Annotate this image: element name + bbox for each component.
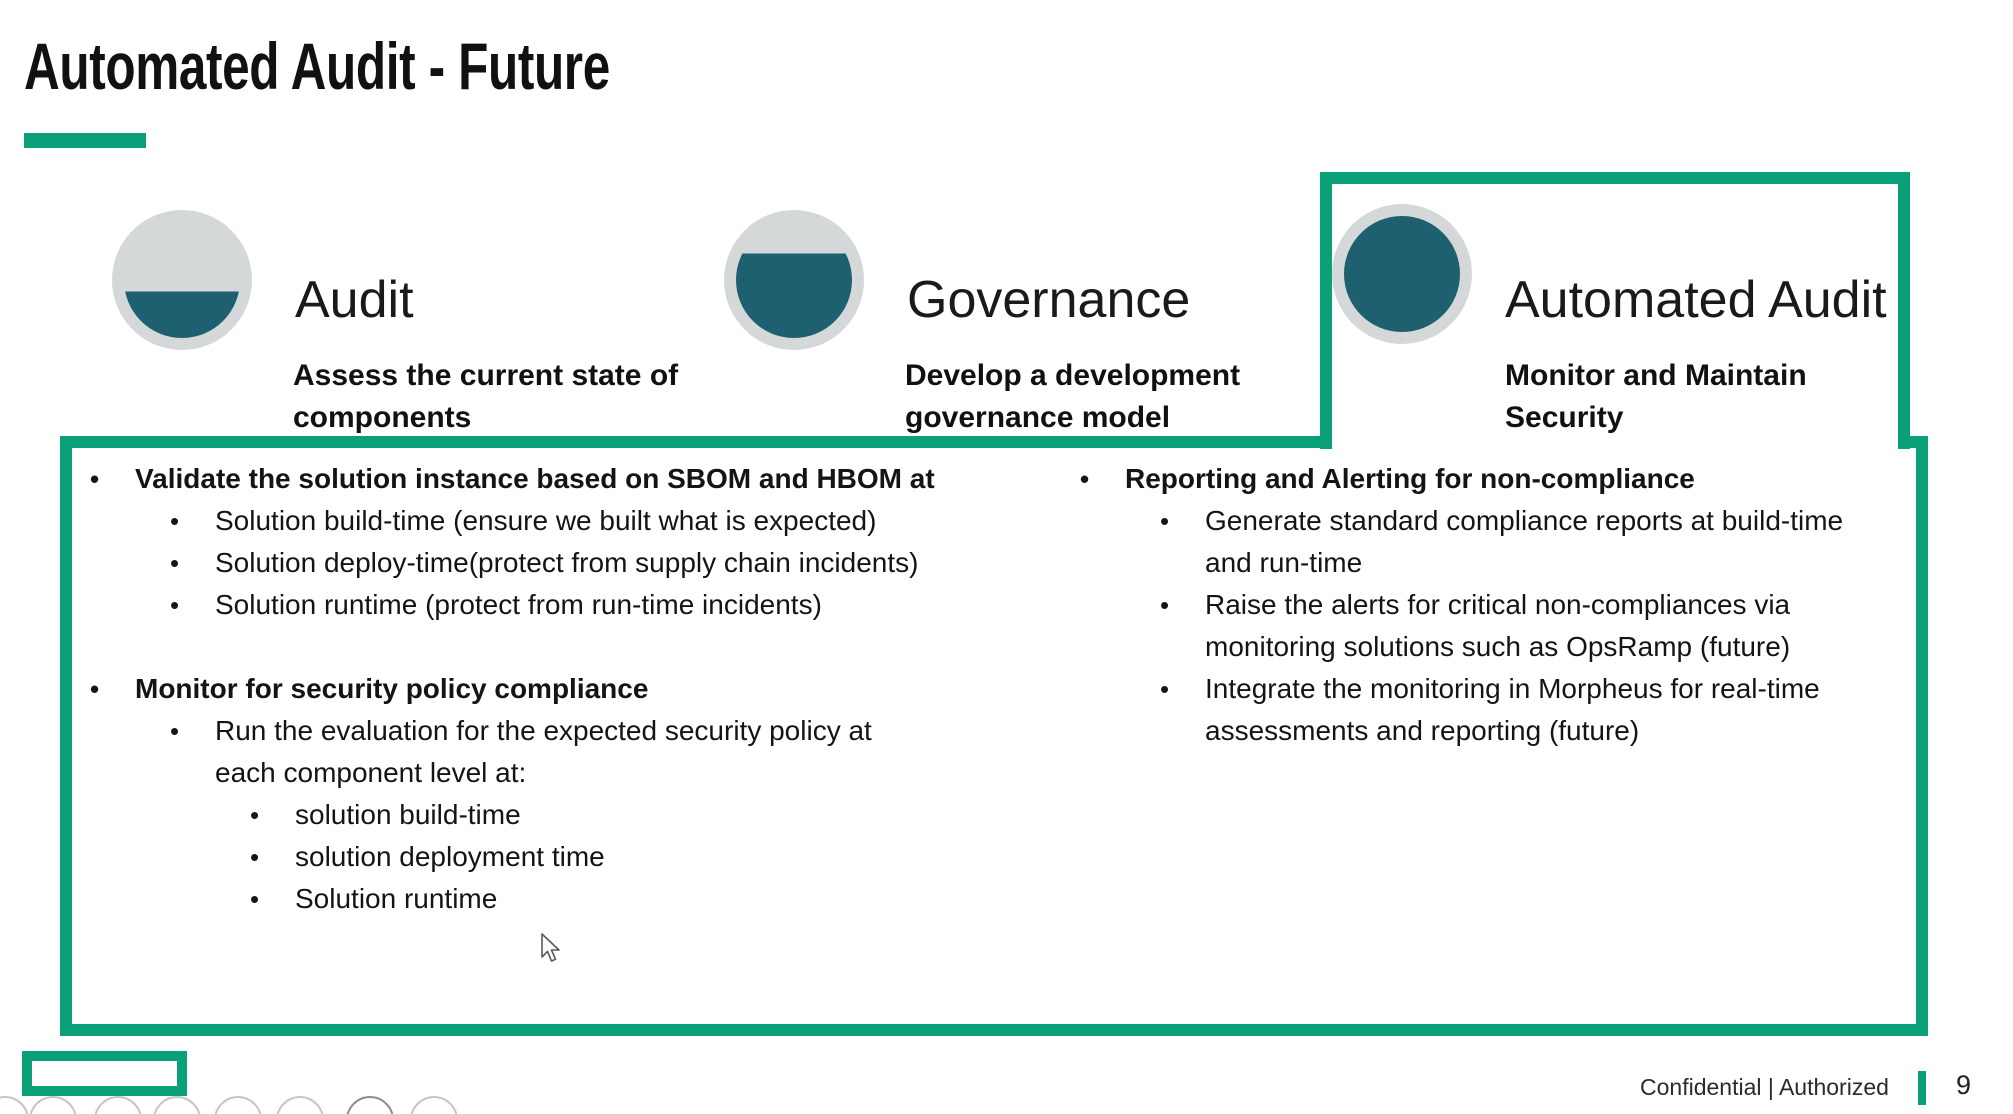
phase-subtitle-governance: Develop a development governance model (905, 359, 1241, 434)
participant-avatar[interactable] (94, 1096, 142, 1114)
bullet-icon: • (1160, 590, 1170, 620)
phase-heading-audit: Audit (295, 271, 414, 329)
bullet-icon: • (250, 842, 260, 872)
automated-audit-progress-circle-icon (1332, 204, 1472, 344)
participant-avatar[interactable] (0, 1096, 29, 1114)
bullet-item: • solution build-time (74, 794, 1074, 836)
bullet-icon: • (170, 506, 180, 536)
participant-avatar[interactable] (214, 1096, 262, 1114)
governance-progress-circle-icon (724, 210, 864, 350)
bullet-icon: • (170, 590, 180, 620)
bullet-item: • Run the evaluation for the expected sec… (74, 710, 1074, 752)
bullet-item: • Solution build-time (ensure we built wh… (74, 500, 1074, 542)
participant-avatar[interactable] (410, 1096, 458, 1114)
bullet-item: • Solution deploy-time(protect from suppl… (74, 542, 1074, 584)
participant-avatar[interactable] (153, 1096, 201, 1114)
bullet-item-continuation: assessments and reporting (future) (1205, 715, 1640, 746)
bullet-item-continuation: and run-time (1205, 547, 1363, 578)
bullet-icon: • (250, 884, 260, 914)
bullet-icon: • (1160, 674, 1170, 704)
phase-heading-automated-audit: Automated Audit (1505, 271, 1887, 329)
phase-subtitle-automated-audit: Monitor and Maintain Security (1505, 359, 1807, 434)
bullet-icon: • (90, 464, 100, 494)
confidentiality-label: Confidential | Authorized (1640, 1074, 1889, 1100)
title-accent-bar (24, 133, 146, 148)
bullet-icon: • (1080, 464, 1090, 494)
right-bullet-column: • Reporting and Alerting for non-complian… (1064, 458, 1926, 752)
bullet-icon: • (170, 716, 180, 746)
audit-progress-circle-icon (112, 210, 252, 350)
bullet-item: • Solution runtime (protect from run-time… (74, 584, 1074, 626)
bullet-icon: • (250, 800, 260, 830)
footer-accent-bar (1918, 1071, 1926, 1105)
bullet-item: • Reporting and Alerting for non-complian… (1064, 458, 1926, 500)
bullet-item: • Monitor for security policy compliance (74, 668, 1074, 710)
bullet-item: • Integrate the monitoring in Morpheus fo… (1064, 668, 1926, 710)
hpe-logo (22, 1051, 187, 1096)
participant-avatar[interactable] (346, 1096, 394, 1114)
bullet-item-continuation: each component level at: (215, 757, 527, 788)
phase-heading-governance: Governance (907, 271, 1191, 329)
bullet-icon: • (90, 674, 100, 704)
bullet-icon: • (170, 548, 180, 578)
bullet-item-continuation: monitoring solutions such as OpsRamp (fu… (1205, 631, 1791, 662)
mouse-cursor-icon (541, 933, 560, 962)
bullet-item: • Raise the alerts for critical non-compl… (1064, 584, 1926, 626)
participant-avatar[interactable] (276, 1096, 324, 1114)
bullet-item: • solution deployment time (74, 836, 1074, 878)
automated-audit-highlight-box (1320, 172, 1910, 449)
bullet-item: • Generate standard compliance reports at… (1064, 500, 1926, 542)
slide-title: Automated Audit - Future (24, 29, 610, 103)
left-bullet-column: • Validate the solution instance based on… (74, 458, 1074, 920)
participant-avatar[interactable] (29, 1096, 77, 1114)
phase-subtitle-audit: Assess the current state of components (293, 359, 679, 434)
bullet-item: • Validate the solution instance based on… (74, 458, 1074, 500)
bullet-item: • Solution runtime (74, 878, 1074, 920)
bullet-icon: • (1160, 506, 1170, 536)
page-number: 9 (1956, 1070, 1972, 1100)
